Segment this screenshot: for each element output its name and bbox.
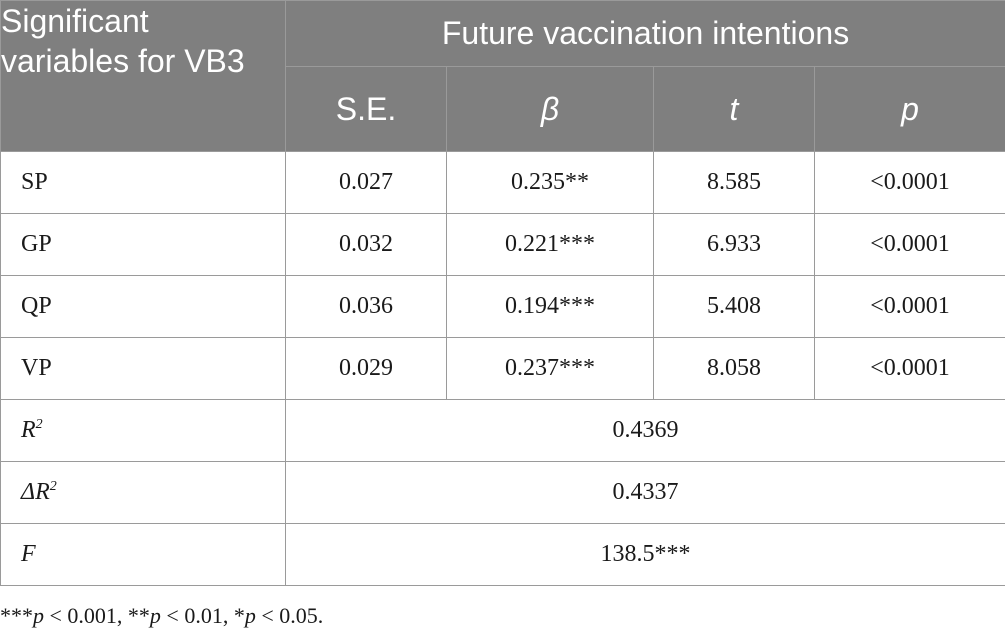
cell-t: 5.408 <box>653 275 815 338</box>
row-label: SP <box>0 151 286 214</box>
col-header-p: p <box>813 66 1005 152</box>
cell-t: 8.058 <box>653 337 815 400</box>
cell-beta: 0.237*** <box>446 337 654 400</box>
delta-r-squared-label: ΔR2 <box>0 461 286 524</box>
f-value: 138.5*** <box>284 523 1005 586</box>
cell-beta: 0.221*** <box>446 213 654 276</box>
summary-row-r2: R2 0.4369 <box>0 399 1005 462</box>
summary-row-delta-r2: ΔR2 0.4337 <box>0 461 1005 524</box>
table-row: QP 0.036 0.194*** 5.408 <0.0001 <box>0 275 1005 338</box>
table-row: GP 0.032 0.221*** 6.933 <0.0001 <box>0 213 1005 276</box>
cell-se: 0.032 <box>285 213 447 276</box>
col-header-t: t <box>653 66 815 152</box>
cell-beta: 0.194*** <box>446 275 654 338</box>
table-row: VP 0.029 0.237*** 8.058 <0.0001 <box>0 337 1005 400</box>
significance-footnote: ***p < 0.001, **p < 0.01, *p < 0.05. <box>0 603 324 628</box>
cell-p: <0.0001 <box>813 151 1005 214</box>
row-label: QP <box>0 275 286 338</box>
row-label: GP <box>0 213 286 276</box>
f-label: F <box>0 523 286 586</box>
r-squared-value: 0.4369 <box>284 399 1005 462</box>
cell-beta: 0.235** <box>446 151 654 214</box>
cell-p: <0.0001 <box>813 275 1005 338</box>
cell-p: <0.0001 <box>813 213 1005 276</box>
cell-t: 6.933 <box>653 213 815 276</box>
cell-p: <0.0001 <box>813 337 1005 400</box>
table-row: SP 0.027 0.235** 8.585 <0.0001 <box>0 151 1005 214</box>
variables-header: Significant variables for VB3 <box>0 0 286 152</box>
group-header: Future vaccination intentions <box>284 0 1005 67</box>
summary-row-f: F 138.5*** <box>0 523 1005 586</box>
row-label: VP <box>0 337 286 400</box>
col-header-se: S.E. <box>285 66 447 152</box>
col-header-beta: β <box>446 66 654 152</box>
regression-table: Significant variables for VB3 Future vac… <box>0 0 1005 586</box>
r-squared-label: R2 <box>0 399 286 462</box>
cell-se: 0.027 <box>285 151 447 214</box>
cell-t: 8.585 <box>653 151 815 214</box>
delta-r-squared-value: 0.4337 <box>284 461 1005 524</box>
cell-se: 0.036 <box>285 275 447 338</box>
cell-se: 0.029 <box>285 337 447 400</box>
